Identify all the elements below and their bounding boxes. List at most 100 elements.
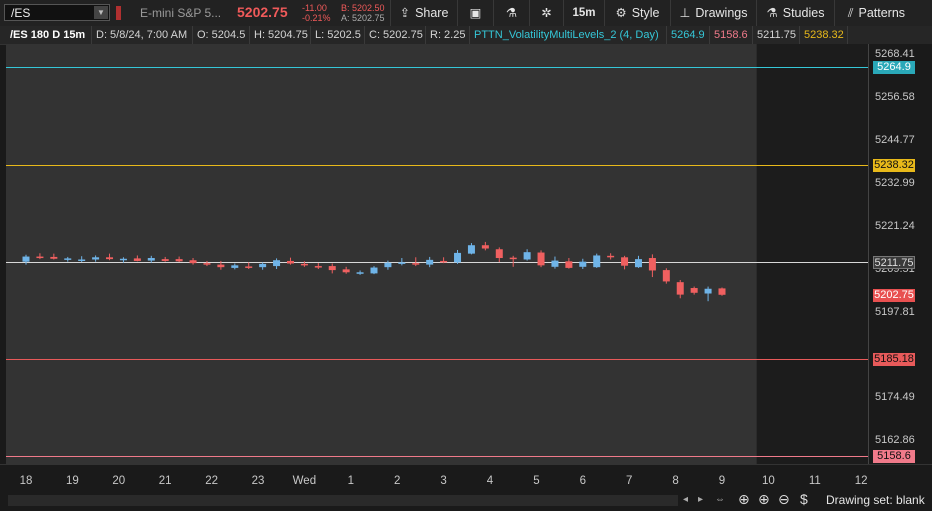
candle-body-8 bbox=[133, 258, 141, 261]
candle-body-27 bbox=[398, 262, 406, 264]
price-axis[interactable]: 5268.415256.585244.775232.995221.245209.… bbox=[868, 44, 932, 464]
candle-body-46 bbox=[662, 270, 670, 282]
dollar-icon[interactable]: $ bbox=[800, 491, 808, 507]
chart-info-bar: /ES 180 D 15m D: 5/8/24, 7:00 AM O: 5204… bbox=[0, 26, 932, 45]
price-chart[interactable] bbox=[6, 44, 868, 464]
snapshot-button[interactable]: ▣ bbox=[457, 0, 493, 26]
candle-body-15 bbox=[231, 265, 239, 268]
flag-icon[interactable] bbox=[116, 6, 121, 20]
candle-body-42 bbox=[607, 255, 615, 258]
time-tick-label: 7 bbox=[625, 475, 633, 487]
time-tick-label: 23 bbox=[251, 475, 265, 487]
price-marker-label: 5264.9 bbox=[873, 61, 915, 75]
candle-body-1 bbox=[36, 256, 44, 259]
style-icon: ⚙ bbox=[615, 6, 627, 20]
candle-body-32 bbox=[467, 245, 475, 254]
flask-button[interactable]: ⚗ bbox=[493, 0, 529, 26]
price-tick-label: 5256.58 bbox=[875, 90, 915, 103]
candle-body-22 bbox=[328, 266, 336, 271]
share-icon: ⇪ bbox=[399, 6, 411, 20]
candle-body-38 bbox=[551, 260, 559, 267]
expand-icon[interactable]: ⇔ bbox=[715, 494, 725, 505]
candle-body-39 bbox=[565, 261, 573, 268]
chevron-down-icon[interactable]: ▼ bbox=[94, 6, 108, 19]
candle-body-47 bbox=[676, 282, 684, 295]
ask-value: A: 5202.75 bbox=[341, 13, 385, 23]
candle-body-14 bbox=[217, 264, 225, 268]
time-tick-label: 12 bbox=[854, 475, 868, 487]
candle-body-50 bbox=[718, 288, 726, 295]
symbol-description: E-mini S&P 5... bbox=[140, 6, 222, 20]
candle-body-2 bbox=[50, 256, 58, 259]
candle-body-4 bbox=[78, 259, 86, 261]
time-tick-label: 3 bbox=[440, 475, 447, 487]
price-tick-label: 5174.49 bbox=[875, 391, 915, 404]
bar-range: R: 2.25 bbox=[426, 26, 470, 44]
candle-body-0 bbox=[22, 256, 30, 262]
chart-plot-area[interactable] bbox=[6, 44, 868, 464]
pan-icon[interactable]: ⊕ bbox=[738, 491, 750, 507]
candle-body-24 bbox=[356, 272, 364, 274]
drawings-button[interactable]: ⊥ Drawings bbox=[670, 0, 756, 26]
time-axis[interactable]: 18 19 20 21 22 23 Wed 1 2 3 4 5 6 7 8 9 10 11 12 bbox=[0, 464, 932, 491]
candle-body-34 bbox=[495, 249, 503, 259]
share-button[interactable]: ⇪ Share bbox=[390, 0, 457, 26]
candle-body-30 bbox=[440, 260, 448, 263]
price-marker-label: 5211.75 bbox=[873, 255, 915, 269]
candle-body-40 bbox=[579, 261, 587, 267]
time-tick-label: 10 bbox=[761, 475, 775, 487]
horizontal-scrollbar[interactable] bbox=[8, 495, 678, 506]
studies-button[interactable]: ⚗ Studies bbox=[756, 0, 834, 26]
drawings-icon: ⊥ bbox=[679, 6, 691, 20]
style-button[interactable]: ⚙ Style bbox=[604, 0, 670, 26]
candle-body-49 bbox=[704, 288, 712, 294]
scroll-left-icon[interactable]: ◂ bbox=[683, 494, 689, 505]
drawing-set-label[interactable]: Drawing set: blank bbox=[826, 493, 925, 507]
time-tick-label: 21 bbox=[158, 475, 172, 487]
snapshot-icon: ▣ bbox=[469, 6, 482, 20]
candle-body-25 bbox=[370, 267, 378, 274]
candle-body-29 bbox=[426, 259, 434, 265]
time-tick-label: 18 bbox=[19, 475, 33, 487]
price-tick-label: 5244.77 bbox=[875, 134, 915, 147]
time-tick-label: 5 bbox=[533, 475, 540, 487]
symbol-selector[interactable]: /ES ▼ bbox=[4, 4, 110, 21]
zoom-out-icon[interactable]: ⊖ bbox=[778, 491, 790, 507]
timeframe-button[interactable]: 15m bbox=[563, 0, 604, 26]
candle-body-28 bbox=[412, 263, 420, 265]
top-toolbar: /ES ▼ E-mini S&P 5... 5202.75 -11.00 -0.… bbox=[0, 0, 932, 27]
time-tick-label: 19 bbox=[65, 475, 79, 487]
candle-body-16 bbox=[245, 266, 253, 268]
candle-body-20 bbox=[300, 263, 308, 266]
time-tick-label: 20 bbox=[112, 475, 126, 487]
candle-body-3 bbox=[64, 258, 72, 260]
price-tick-label: 5197.81 bbox=[875, 305, 915, 318]
price-marker-label: 5158.6 bbox=[873, 450, 915, 464]
study-value-1: 5264.9 bbox=[667, 26, 710, 44]
candle-body-11 bbox=[175, 259, 183, 262]
settings-button[interactable]: ✲ bbox=[529, 0, 563, 26]
candle-body-5 bbox=[92, 257, 100, 260]
bar-low: L: 5202.5 bbox=[311, 26, 365, 44]
time-tick-label: 8 bbox=[672, 475, 679, 487]
study-name[interactable]: PTTN_VolatilityMultiLevels_2 (4, Day) bbox=[470, 26, 667, 44]
candle-body-37 bbox=[537, 252, 545, 266]
scroll-right-icon[interactable]: ▸ bbox=[698, 494, 704, 505]
price-marker-label: 5185.18 bbox=[873, 353, 915, 367]
change-percent: -0.21% bbox=[302, 13, 331, 23]
candle-body-7 bbox=[119, 258, 127, 261]
candle-body-9 bbox=[147, 258, 155, 261]
patterns-button[interactable]: ⫽ Patterns bbox=[834, 0, 918, 26]
study-value-4: 5238.32 bbox=[800, 26, 848, 44]
zoom-in-icon[interactable]: ⊕ bbox=[758, 491, 770, 507]
after-hours-background bbox=[756, 44, 868, 464]
chart-title: /ES 180 D 15m bbox=[6, 26, 92, 44]
time-tick-label: 11 bbox=[808, 475, 821, 487]
candle-body-18 bbox=[273, 260, 281, 267]
bar-date: D: 5/8/24, 7:00 AM bbox=[92, 26, 193, 44]
symbol-text: /ES bbox=[11, 6, 31, 20]
study-value-2: 5158.6 bbox=[710, 26, 753, 44]
price-tick-label: 5162.86 bbox=[875, 433, 915, 446]
price-marker-label: 5238.32 bbox=[873, 158, 915, 172]
candle-body-31 bbox=[454, 252, 462, 263]
